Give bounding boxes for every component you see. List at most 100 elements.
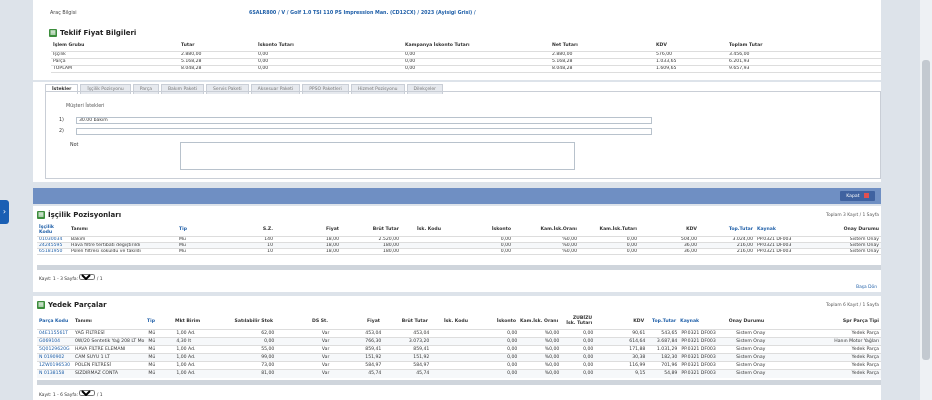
iscilik-hscrollbar[interactable]: [37, 265, 881, 270]
teklif-cell: 6.201,93: [729, 59, 750, 64]
basa-don-link[interactable]: Başa Dön: [856, 285, 877, 290]
teklif-cell: 5.168,28: [181, 59, 202, 64]
parca-kodu-link[interactable]: N 0190902: [39, 355, 65, 360]
cell: Mü: [148, 339, 156, 344]
istek-1-label: 1): [59, 118, 64, 123]
yedek-table: Parça Kodu Tanımı Tip Mkt Birim Satılabi…: [37, 314, 881, 328]
th-top-tutar[interactable]: Top.Tutar: [728, 227, 753, 233]
cell: 0,00: [626, 236, 637, 242]
cell: 584,97: [413, 363, 430, 368]
th-kam-isk-orani: Kam.İsk.Oranı: [540, 227, 577, 233]
parca-kodu-link[interactable]: G069104: [39, 339, 61, 344]
cell: 216,00: [736, 242, 753, 248]
teklif-cell: 0,00: [405, 59, 416, 64]
cell: PP.0321 DF003: [757, 242, 792, 248]
cell: 543,65: [661, 331, 678, 336]
cell: CAM SUYU 1 LT: [75, 355, 110, 360]
teklif-cell: 0,00: [405, 66, 416, 71]
cell: 99,00: [261, 355, 275, 360]
parca-kodu-link[interactable]: 1ZW0196530: [39, 363, 71, 368]
cell: Polen filtresi sokuldu ve takıldı: [71, 248, 141, 254]
cell: 36,00: [683, 248, 697, 254]
page-select[interactable]: 1: [79, 390, 96, 396]
kapat-button[interactable]: Kapat: [840, 191, 875, 201]
page-select[interactable]: 1: [79, 274, 96, 280]
grid-icon: ▦: [49, 29, 57, 37]
istek-2-input[interactable]: [76, 128, 652, 135]
page-total: / 1: [96, 277, 103, 282]
tab-dilekceler[interactable]: Dilekçeler: [406, 84, 443, 94]
table-row[interactable]: 65181950 Polen filtresi sokuldu ve takıl…: [37, 248, 881, 254]
page-vscrollbar[interactable]: [920, 0, 932, 400]
cell: PP.0321 DF003: [681, 347, 716, 352]
th-kam-isk-orani: Kam.İsk. Oranı: [520, 318, 559, 324]
cell: 116,99: [629, 363, 646, 368]
cell: %0,00: [562, 248, 577, 254]
tab-iscilik-pozisyonu[interactable]: İşçilik Pozisyonu: [80, 84, 131, 94]
cell: 0,00: [507, 339, 518, 344]
th-iskonto-tutari: İskonto Tutarı: [258, 43, 294, 49]
iscilik-kodu-link[interactable]: 01030034: [39, 236, 63, 242]
th-brut-tutar: Brüt Tutar: [372, 227, 399, 233]
yedek-pager: Kayıt: 1 - 6 Sayfa: 1 / 1: [39, 390, 103, 398]
cell: 182,30: [661, 355, 678, 360]
table-row[interactable]: 24245595 Hava filtre tertibatı değiştiri…: [37, 242, 881, 248]
parca-kodu-link[interactable]: 5Q0129620G: [39, 347, 70, 352]
iscilik-kodu-link[interactable]: 65181950: [39, 248, 63, 254]
th-top-tutar[interactable]: Top.Tutar: [651, 318, 677, 324]
teklif-cell: 2.880,00: [181, 52, 202, 57]
table-row[interactable]: 5Q0129620G HAVA FİLTRE ELEMANI Mü 1,00 Ad. 5…: [37, 345, 881, 354]
cell: 73,00: [261, 363, 275, 368]
table-row[interactable]: 04E115561T YAĞ FİLTRESİ Mü 1,00 Ad. 62,00 Var…: [37, 329, 881, 338]
istek-1-input[interactable]: [76, 117, 652, 124]
table-row[interactable]: 01030034 Bakım Mü 140 18,00 2.520,00 0,0…: [37, 236, 881, 242]
table-row[interactable]: 1ZW0196530 POLEN FİLTRESİ Mü 1,00 Ad. 73,00 V…: [37, 361, 881, 370]
tab-aksesuar-paketi[interactable]: Aksesuar Paketi: [250, 84, 301, 94]
th-iscilik-kodu[interactable]: İşçilik Kodu: [39, 224, 54, 235]
iscilik-kodu-link[interactable]: 24245595: [39, 242, 63, 248]
iscilik-title-row: ▦ İşçilik Pozisyonları: [37, 211, 121, 219]
tab-servis-paketi[interactable]: Servis Paketi: [205, 84, 249, 94]
th-parca-kodu[interactable]: Parça Kodu: [39, 318, 69, 324]
tab-istekler[interactable]: İstekler: [45, 84, 79, 94]
chevron-right-icon: ›: [2, 207, 7, 216]
table-row[interactable]: N 0190902 CAM SUYU 1 LT Mü 1,00 Ad. 99,00 Var…: [37, 353, 881, 362]
cell: 180,00: [382, 242, 399, 248]
tab-bakim-paketi[interactable]: Bakım Paketi: [160, 84, 204, 94]
cell: 180,00: [382, 248, 399, 254]
cell: Bakım: [71, 236, 86, 242]
cell: 1,00 Ad.: [176, 371, 196, 377]
th-kaynak[interactable]: Kaynak: [757, 227, 776, 233]
iscilik-title: İşçilik Pozisyonları: [48, 211, 122, 219]
scroll-thumb[interactable]: [922, 60, 930, 360]
cell: [431, 330, 471, 338]
table-row[interactable]: G069104 0W/20 Sentetik Yağ 208 LT Mo Mü 4,3…: [37, 337, 881, 346]
cell: %0,00: [544, 355, 560, 360]
th-toplam-tutar: Toplam Tutar: [729, 43, 763, 49]
tab-ppso-paketleri[interactable]: PPSO Paketleri: [302, 84, 349, 94]
cell: 10: [267, 248, 273, 254]
th-tip[interactable]: Tip: [179, 227, 187, 233]
cell: Yedek Parça: [851, 371, 879, 377]
cell: 45,74: [416, 371, 430, 377]
th-kaynak[interactable]: Kaynak: [680, 318, 700, 324]
tab-parca[interactable]: Parça: [132, 84, 159, 94]
iscilik-pager: Kayıt: 1 - 3 Sayfa: 1 / 1: [39, 274, 103, 282]
cell: 3.073,20: [408, 339, 430, 344]
cell: 1.031,29: [656, 347, 678, 352]
yedek-hscrollbar[interactable]: [37, 380, 881, 385]
parca-kodu-link[interactable]: N 0138158: [39, 371, 65, 377]
parca-kodu-link[interactable]: 04E115561T: [39, 331, 69, 336]
teklif-cell: 3.456,00: [729, 52, 750, 57]
cell: Yedek Parça: [851, 363, 879, 368]
grid-icon: ▦: [37, 301, 45, 309]
tab-hizmet-pozisyonu[interactable]: Hizmet Pozisyonu: [350, 84, 405, 94]
th-mkt-birim: Mkt Birim: [175, 318, 201, 324]
cell: Var: [321, 363, 330, 368]
table-row[interactable]: N 0138158 SIZDIRMAZ CONTA Mü 1,00 Ad. 81,00 V…: [37, 369, 881, 378]
sidebar-expand-tab[interactable]: ›: [0, 200, 9, 224]
cell: Sistem Onay: [736, 339, 766, 344]
th-tip[interactable]: Tip: [147, 318, 155, 324]
not-textarea[interactable]: [180, 142, 575, 170]
cell: Mü: [148, 363, 156, 368]
